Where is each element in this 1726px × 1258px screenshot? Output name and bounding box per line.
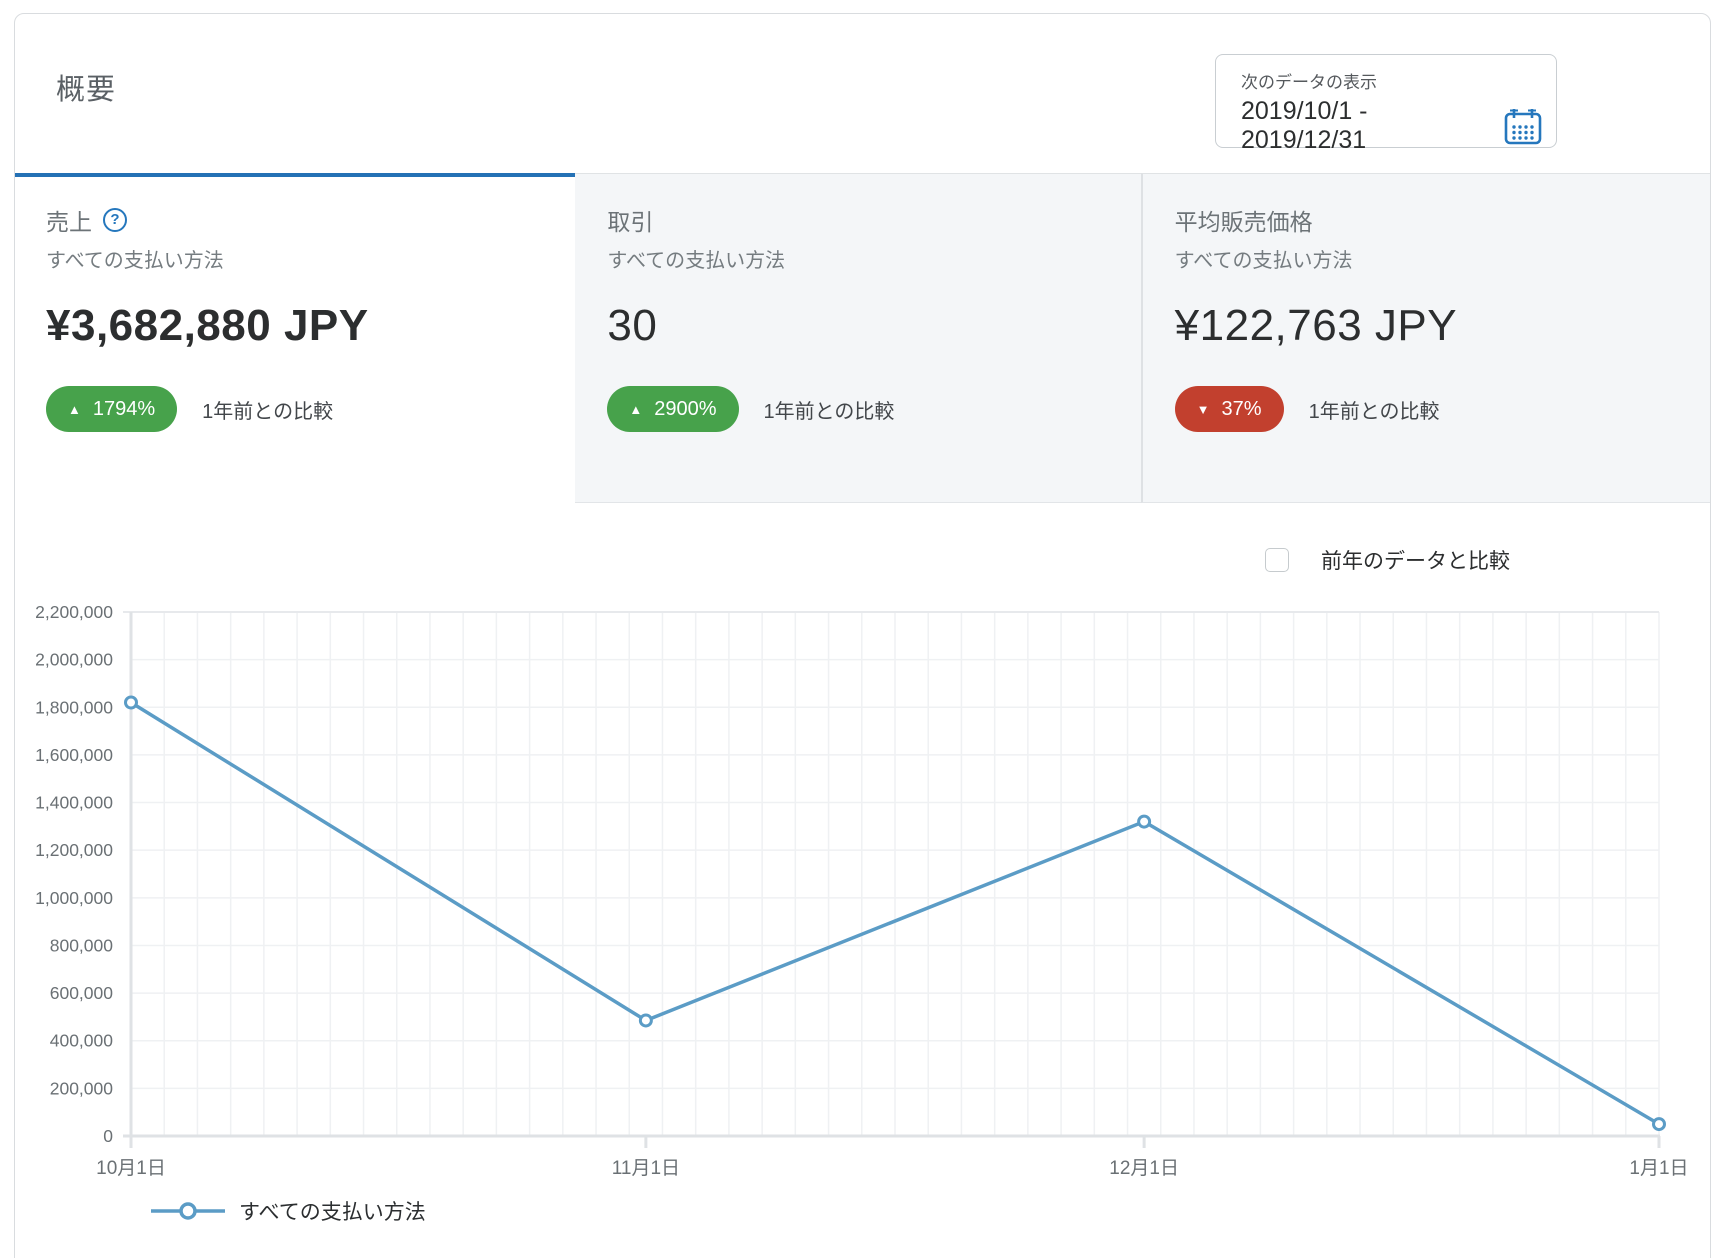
- panel-header: 概要: [15, 14, 1710, 173]
- up-arrow-icon: ▲: [629, 401, 643, 417]
- compare-previous-year-row: 前年のデータと比較: [1265, 545, 1510, 575]
- svg-text:600,000: 600,000: [50, 983, 114, 1003]
- calendar-icon[interactable]: [1504, 107, 1542, 145]
- svg-text:800,000: 800,000: [50, 935, 114, 955]
- svg-text:0: 0: [103, 1126, 113, 1146]
- legend-series-label: すべての支払い方法: [239, 1201, 426, 1224]
- svg-text:1,800,000: 1,800,000: [35, 697, 113, 717]
- svg-text:2,000,000: 2,000,000: [35, 650, 113, 670]
- svg-text:10月1日: 10月1日: [96, 1158, 166, 1179]
- tab-sales-subtitle: すべての支払い方法: [46, 250, 224, 272]
- change-value: 1794%: [92, 397, 156, 420]
- svg-text:2,200,000: 2,200,000: [35, 602, 113, 622]
- sales-line-chart[interactable]: 10月1日 11月1日 12月1日 1月1日 2,200,000 2,000,000 1,8…: [0, 540, 1726, 1196]
- compare-previous-year-checkbox[interactable]: [1265, 548, 1289, 572]
- compare-previous-year-label: 前年のデータと比較: [1321, 550, 1510, 573]
- date-range-value: 2019/10/1 - 2019/12/31: [1241, 97, 1368, 154]
- svg-text:1月1日: 1月1日: [1629, 1158, 1688, 1179]
- change-value: 2900%: [654, 397, 717, 420]
- compare-period-label: 1年前との比較: [763, 400, 895, 423]
- page-title: 概要: [56, 74, 117, 106]
- tab-average-price-title: 平均販売価格: [1174, 209, 1313, 235]
- chart-legend: すべての支払い方法: [150, 1196, 426, 1226]
- change-badge: ▼ 37%: [1174, 386, 1284, 432]
- tab-sales-value: ¥3,682,880 JPY: [46, 301, 369, 350]
- svg-text:200,000: 200,000: [50, 1078, 114, 1098]
- date-range-picker[interactable]: 次のデータの表示 2019/10/1 - 2019/12/31: [1215, 54, 1557, 154]
- tab-transactions-subtitle: すべての支払い方法: [607, 250, 786, 272]
- date-filter-label: 次のデータの表示: [1241, 73, 1377, 92]
- tab-transactions[interactable]: 取引 すべての支払い方法 30 ▲ 2900% 1年前との比較: [575, 173, 1141, 503]
- down-arrow-icon: ▼: [1196, 401, 1210, 417]
- help-icon[interactable]: ?: [103, 208, 127, 232]
- change-value: 37%: [1221, 397, 1262, 420]
- tab-transactions-value: 30: [607, 301, 658, 350]
- up-arrow-icon: ▲: [68, 401, 81, 417]
- svg-text:400,000: 400,000: [50, 1031, 114, 1051]
- metric-tabs: 売上 ? すべての支払い方法 ¥3,682,880 JPY ▲ 1794% 1年…: [15, 173, 1710, 503]
- change-badge: ▲ 1794%: [46, 386, 178, 432]
- svg-text:1,200,000: 1,200,000: [35, 840, 113, 860]
- svg-text:12月1日: 12月1日: [1109, 1158, 1179, 1179]
- compare-period-label: 1年前との比較: [1308, 400, 1440, 423]
- change-badge: ▲ 2900%: [607, 386, 739, 432]
- tab-sales-title: 売上: [46, 209, 92, 235]
- tab-sales[interactable]: 売上 ? すべての支払い方法 ¥3,682,880 JPY ▲ 1794% 1年…: [15, 173, 576, 503]
- svg-text:1,000,000: 1,000,000: [35, 888, 113, 908]
- svg-text:1,600,000: 1,600,000: [35, 745, 113, 765]
- legend-line-marker-icon: [151, 1202, 225, 1220]
- tab-transactions-title: 取引: [607, 209, 654, 235]
- svg-text:11月1日: 11月1日: [612, 1158, 680, 1179]
- tab-average-price-subtitle: すべての支払い方法: [1174, 250, 1353, 272]
- compare-period-label: 1年前との比較: [202, 400, 334, 423]
- svg-text:1,400,000: 1,400,000: [35, 793, 113, 813]
- tab-average-price-value: ¥122,763 JPY: [1174, 301, 1458, 350]
- tab-average-price[interactable]: 平均販売価格 すべての支払い方法 ¥122,763 JPY ▼ 37% 1年前と…: [1140, 173, 1710, 503]
